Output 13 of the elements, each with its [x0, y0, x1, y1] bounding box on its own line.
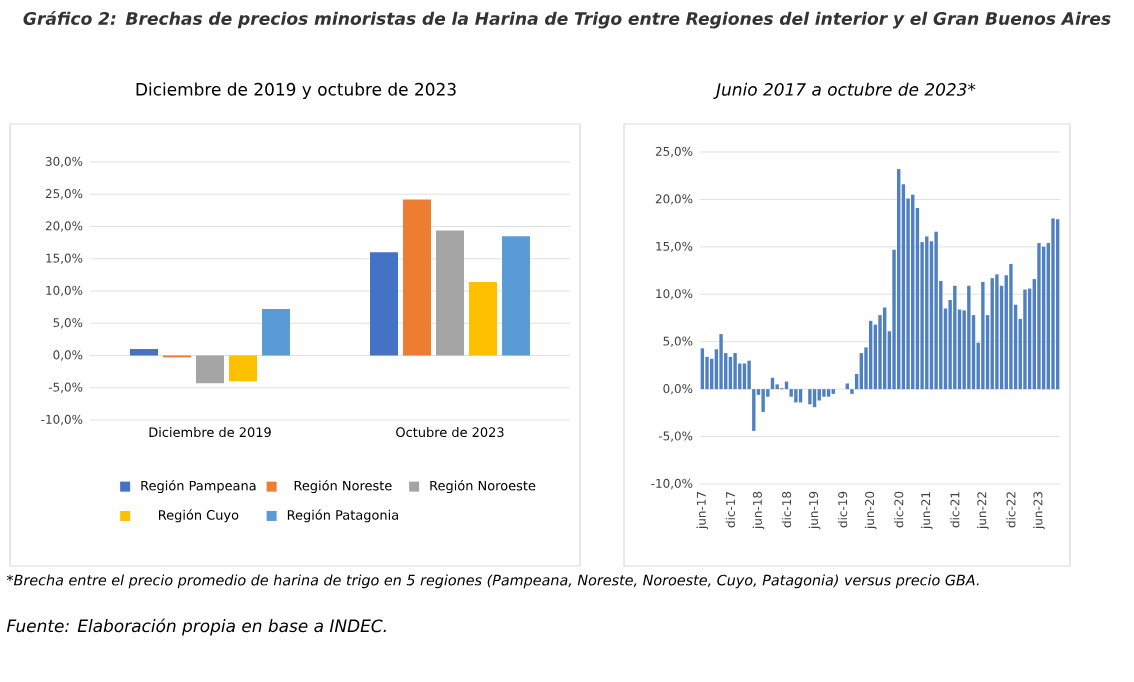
chart-title: Gráfico 2: Brechas de precios minoristas de la Harina de Trigo entre Regiones del interior y el Gran Buenos Aires — [23, 11, 1111, 29]
bar — [502, 236, 531, 356]
bar — [469, 281, 498, 356]
bar — [262, 309, 291, 356]
chart-subtitle: Diciembre de 2019 y octubre de 2023 — [136, 82, 456, 99]
bar — [196, 355, 225, 384]
source-note: Fuente: Elaboración propia en base a INDEC. — [6, 618, 386, 636]
bar — [130, 349, 159, 356]
chart-title: Junio 2017 a octubre de 2023* — [713, 82, 976, 99]
bar — [370, 252, 399, 356]
bar — [229, 355, 258, 382]
bar — [403, 199, 432, 356]
bar — [436, 230, 465, 356]
